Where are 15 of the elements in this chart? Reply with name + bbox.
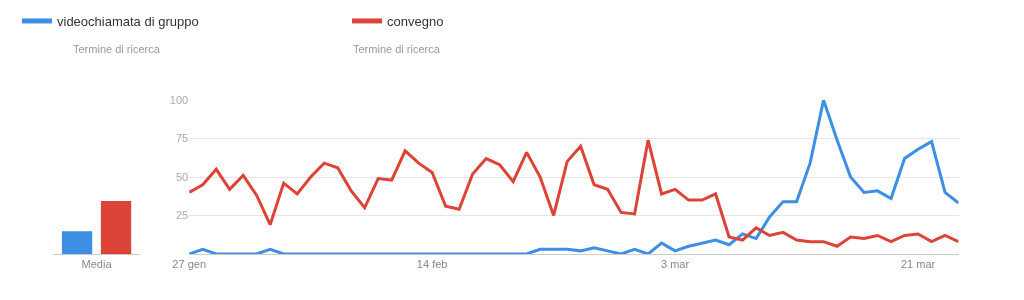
x-tick-label: 21 mar (900, 258, 936, 271)
text: Termine di ricerca (73, 43, 161, 55)
y-tick-label: 25 (175, 209, 189, 222)
x-tick-label: 14 feb (416, 258, 448, 271)
text: Termine di ricerca (353, 43, 441, 55)
x-tick-label: 27 gen (172, 258, 207, 271)
line-series (189, 138, 959, 248)
x-tick-label: Media (81, 258, 113, 271)
line-series (189, 100, 959, 254)
y-tick-label: 100 (169, 93, 189, 106)
x-tick-label: 3 mar (661, 258, 690, 271)
y-tick-label: 75 (175, 132, 189, 145)
legend-label: videochiamata di gruppo (57, 14, 199, 30)
legend-label: convegno (387, 14, 444, 30)
y-tick-label: 50 (175, 170, 189, 183)
